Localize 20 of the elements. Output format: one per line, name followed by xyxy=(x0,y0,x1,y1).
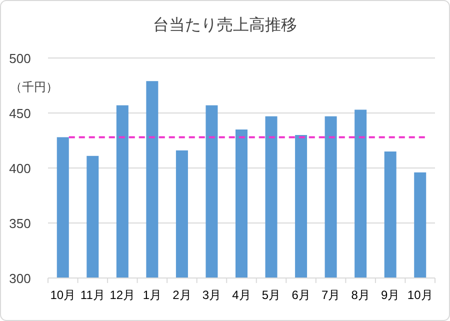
x-tick-label: 5月 xyxy=(262,288,281,302)
x-tick-label: 10月 xyxy=(407,288,433,302)
x-tick-label: 6月 xyxy=(292,288,310,302)
x-tick-label: 1月 xyxy=(142,288,162,302)
x-tick-label: 7月 xyxy=(321,288,340,302)
y-tick-label: 450 xyxy=(9,106,31,121)
y-tick-label: 500 xyxy=(9,51,31,66)
x-tick-label: 9月 xyxy=(381,288,400,302)
y-axis-title: （千円） xyxy=(10,80,58,94)
chart-title: 台当たり売上高推移 xyxy=(153,16,297,34)
y-tick-label: 350 xyxy=(9,216,31,231)
x-tick-label: 8月 xyxy=(351,288,370,302)
x-tick-label: 4月 xyxy=(232,288,251,302)
x-tick-label: 2月 xyxy=(172,288,192,302)
x-tick-label: 3月 xyxy=(202,288,222,302)
y-tick-label: 400 xyxy=(9,161,31,176)
x-tick-label: 11月 xyxy=(80,288,105,302)
y-tick-label: 300 xyxy=(9,271,31,286)
x-tick-label: 10月 xyxy=(50,288,76,302)
x-tick-label: 12月 xyxy=(110,288,136,302)
